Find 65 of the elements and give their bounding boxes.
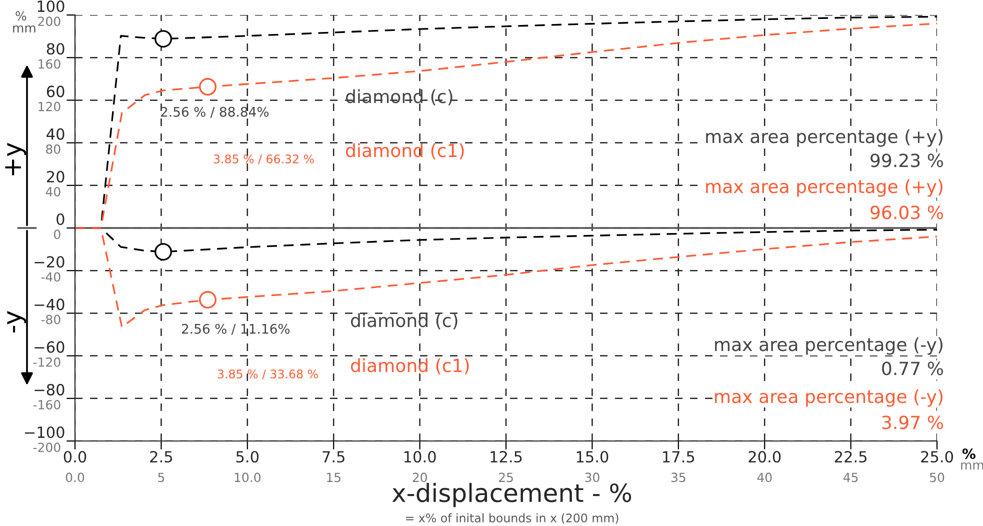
- annotation: diamond (c1): [350, 358, 469, 374]
- y2-tick-label: -40: [41, 272, 60, 282]
- x-tick-label: 22.5: [834, 450, 866, 463]
- x-tick-label: 0.0: [64, 450, 86, 463]
- x2-tick-label: 45: [843, 472, 858, 482]
- annotation: max area percentage (-y): [715, 337, 942, 355]
- y-tick-label: 80: [46, 43, 64, 55]
- x-tick-label: 20.0: [748, 450, 781, 463]
- y2-tick-label: -200: [33, 442, 60, 452]
- x2-tick-label: 30: [585, 472, 600, 482]
- y2-tick-label: -120: [33, 357, 60, 367]
- x-tick-label: 10.0: [404, 450, 436, 463]
- x-tick-label: 25.0: [921, 450, 953, 463]
- x-tick-label: 17.5: [663, 451, 694, 463]
- y-tick-label: −20: [34, 256, 64, 268]
- text: +y: [5, 142, 26, 176]
- y2-tick-label: 120: [38, 102, 60, 112]
- x-tick-label: 2.5: [150, 450, 172, 463]
- annotation: max area percentage (+y): [706, 179, 942, 197]
- text: %: [962, 448, 976, 460]
- annotation: 0.77 %: [882, 362, 944, 376]
- annotation: 96.03 %: [870, 206, 944, 220]
- annotation: max area percentage (+y): [706, 129, 942, 147]
- annotation: 99.23 %: [870, 154, 944, 168]
- y2-tick-label: 160: [38, 59, 60, 69]
- x-axis-title: x-displacement - %: [392, 482, 632, 508]
- y-tick-label: 20: [46, 170, 64, 182]
- y-tick-label: −80: [34, 384, 64, 396]
- y-tick-label: 60: [46, 86, 64, 98]
- text: -y: [7, 311, 26, 332]
- annotation: diamond (c): [350, 313, 458, 330]
- x2-tick-label: 5: [158, 472, 164, 482]
- x2-tick-label: 10.0: [234, 472, 260, 482]
- y-tick-label: 40: [46, 128, 64, 140]
- x2-tick-label: 20: [412, 472, 427, 482]
- y-tick-label: 100: [38, 0, 64, 12]
- y-tick-label: −60: [34, 341, 64, 353]
- y2-tick-label: -160: [33, 400, 60, 410]
- y-tick-label: −40: [34, 298, 64, 310]
- x-tick-label: 12.5: [490, 450, 522, 463]
- y-tick-label: −100: [24, 426, 64, 438]
- y-tick-label: 0: [56, 213, 64, 226]
- x2-tick-label: 35: [671, 472, 686, 482]
- x-tick-label: 5.0: [236, 450, 259, 463]
- annotation: 3.85 % / 66.32 %: [214, 154, 314, 164]
- annotation: max area percentage (-y): [715, 389, 942, 407]
- annotation: 3.97 %: [882, 416, 944, 430]
- x-tick-label: 15.0: [576, 450, 608, 463]
- annotation: 2.56 % / 88.84%: [160, 106, 269, 118]
- y2-tick-label: -80: [41, 314, 60, 324]
- x2-axis-title: mm: [961, 462, 983, 470]
- x2-tick-label: 40: [757, 472, 772, 482]
- x2-tick-label: 15: [327, 472, 340, 482]
- annotation: 3.85 % / 33.68 %: [218, 369, 318, 380]
- annotation: 2.56 % / 11.16%: [182, 324, 290, 335]
- text: %: [16, 11, 26, 21]
- x2-tick-label: 0.0: [66, 472, 84, 482]
- x2-tick-label: 25: [498, 472, 513, 482]
- text: = x% of inital bounds in x (200 mm): [406, 513, 618, 524]
- text: mm: [13, 25, 36, 32]
- annotation: diamond (c): [346, 89, 452, 106]
- x2-tick-label: 50: [930, 472, 944, 482]
- annotation: diamond (c1): [346, 143, 464, 160]
- x-tick-label: 7.5: [322, 451, 344, 463]
- y2-tick-label: 200: [38, 16, 60, 26]
